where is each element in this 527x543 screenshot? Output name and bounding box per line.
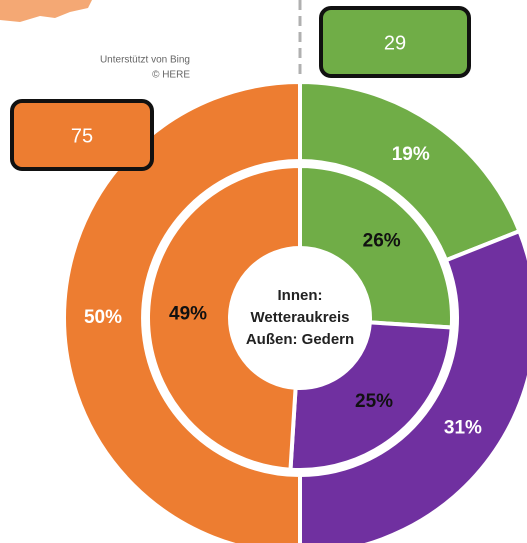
annotation: 29: [384, 32, 406, 54]
center-hole: [230, 248, 370, 388]
segment: [298, 228, 527, 543]
data-label: 26%: [363, 230, 401, 251]
annotation-box: [319, 6, 471, 78]
attribution: Unterstützt von Bing: [100, 55, 190, 66]
map-fragment: [0, 0, 92, 22]
center-text: Wetteraukreis: [251, 309, 350, 326]
segment: [298, 79, 523, 263]
attribution: © HERE: [152, 70, 190, 81]
data-label: 31%: [444, 418, 482, 439]
annotation: 75: [71, 125, 93, 147]
data-label: 19%: [392, 144, 430, 165]
center-text: Innen:: [278, 287, 323, 304]
data-label: 25%: [355, 391, 393, 412]
data-label: 50%: [84, 307, 122, 328]
segment: [298, 163, 454, 330]
data-label: 49%: [169, 303, 207, 324]
annotation-box: [10, 99, 154, 171]
center-text: Außen: Gedern: [246, 331, 354, 348]
segment: [62, 79, 302, 543]
rings: 26% 25% 49% 19% 31% 50%: [62, 79, 527, 543]
